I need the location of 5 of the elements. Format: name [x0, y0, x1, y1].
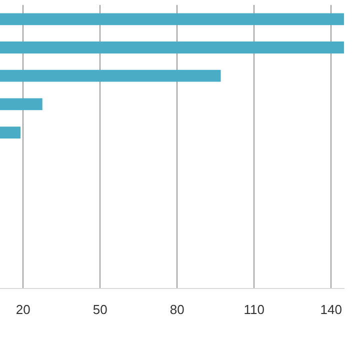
x-tick-label: 110: [244, 302, 265, 317]
x-tick-label: 50: [92, 302, 108, 317]
x-tick-label: 140: [320, 302, 342, 317]
x-tick-label: 20: [16, 302, 30, 317]
x-tick-label: 80: [170, 302, 184, 317]
